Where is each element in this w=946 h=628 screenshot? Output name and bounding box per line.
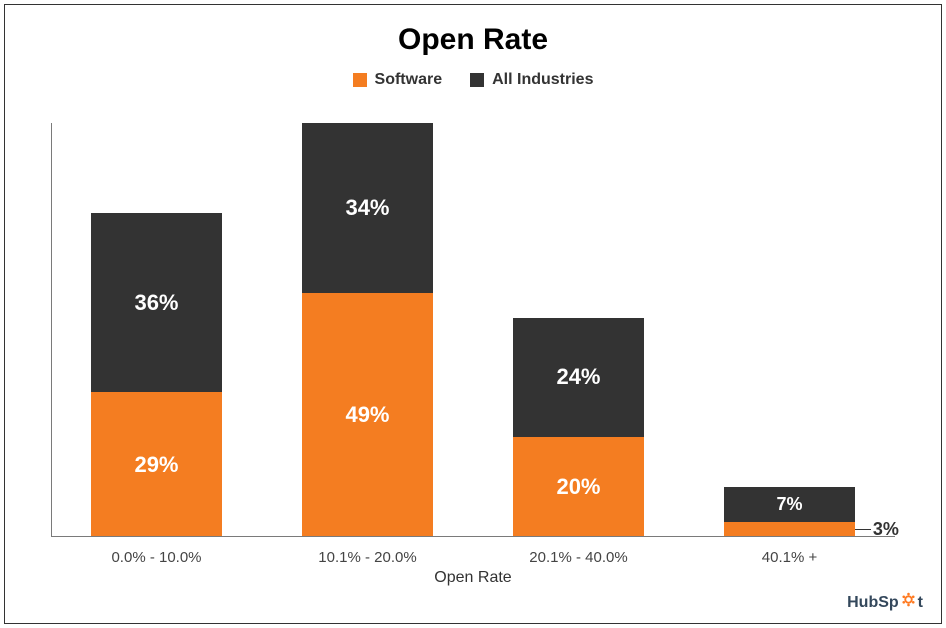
- chart-frame: Open Rate Software All Industries 36%29%…: [4, 4, 942, 624]
- x-axis-title: Open Rate: [5, 569, 941, 587]
- segment-software: 29%: [91, 392, 222, 537]
- legend: Software All Industries: [5, 71, 941, 89]
- legend-swatch-software: [353, 73, 367, 87]
- stacked-bar: 34%49%: [302, 123, 433, 537]
- legend-item-all-industries: All Industries: [470, 71, 593, 89]
- segment-all-industries: 7%: [724, 487, 855, 522]
- segment-all-industries: 24%: [513, 318, 644, 438]
- y-axis-line: [51, 123, 52, 537]
- category-label: 0.0% - 10.0%: [51, 537, 262, 566]
- segment-software: 49%: [302, 293, 433, 537]
- segment-software: [724, 522, 855, 537]
- chart-title: Open Rate: [5, 5, 941, 57]
- plot-area: 36%29%0.0% - 10.0%34%49%10.1% - 20.0%24%…: [51, 123, 895, 537]
- stacked-bar: 36%29%: [91, 213, 222, 537]
- hubspot-logo: HubSp t: [847, 593, 923, 613]
- legend-label-software: Software: [375, 71, 443, 89]
- stacked-bar: 7%: [724, 487, 855, 537]
- logo-text-right: t: [918, 594, 923, 612]
- bar-group: 7%40.1% +: [684, 123, 895, 537]
- segment-all-industries: 34%: [302, 123, 433, 293]
- legend-item-software: Software: [353, 71, 443, 89]
- segment-all-industries: 36%: [91, 213, 222, 393]
- sprocket-icon: [901, 592, 916, 612]
- segment-software: 20%: [513, 437, 644, 537]
- category-label: 20.1% - 40.0%: [473, 537, 684, 566]
- category-label: 40.1% +: [684, 537, 895, 566]
- legend-swatch-all-industries: [470, 73, 484, 87]
- bar-group: 34%49%10.1% - 20.0%: [262, 123, 473, 537]
- x-axis-line: [51, 536, 895, 537]
- bar-group: 24%20%20.1% - 40.0%: [473, 123, 684, 537]
- legend-label-all-industries: All Industries: [492, 71, 593, 89]
- bar-group: 36%29%0.0% - 10.0%: [51, 123, 262, 537]
- category-label: 10.1% - 20.0%: [262, 537, 473, 566]
- logo-text-left: HubSp: [847, 594, 899, 612]
- stacked-bar: 24%20%: [513, 318, 644, 537]
